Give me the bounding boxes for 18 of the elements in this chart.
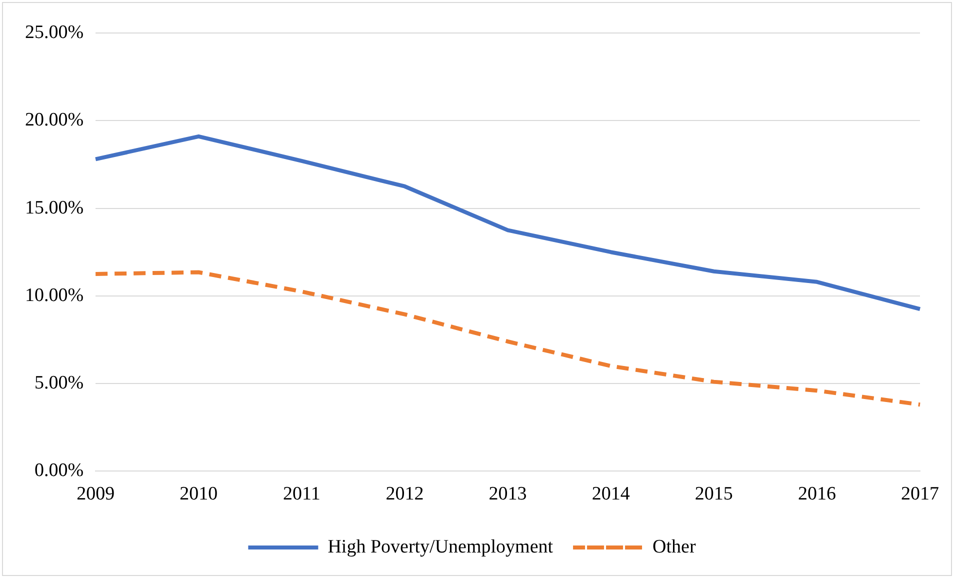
y-tick-label: 15.00% [25, 197, 84, 218]
x-tick-label: 2010 [180, 484, 218, 505]
x-tick-label: 2011 [283, 484, 320, 505]
x-tick-label: 2009 [76, 484, 115, 505]
y-tick-label: 5.00% [34, 372, 84, 394]
legend-label: Other [652, 536, 696, 558]
x-tick-label: 2012 [386, 484, 424, 505]
x-tick-label: 2014 [592, 484, 630, 505]
y-tick-label: 10.00% [25, 284, 84, 306]
x-tick-label: 2017 [901, 484, 939, 505]
y-tick-label: 20.00% [25, 110, 84, 131]
line-series [94, 270, 922, 407]
legend-label: High Poverty/Unemployment [328, 536, 554, 558]
x-tick-label: 2016 [798, 484, 836, 505]
y-tick-label: 0.00% [34, 460, 84, 482]
x-tick-label: 2015 [694, 484, 733, 505]
y-tick-label: 25.00% [25, 22, 84, 43]
x-tick-label: 2013 [488, 484, 527, 505]
